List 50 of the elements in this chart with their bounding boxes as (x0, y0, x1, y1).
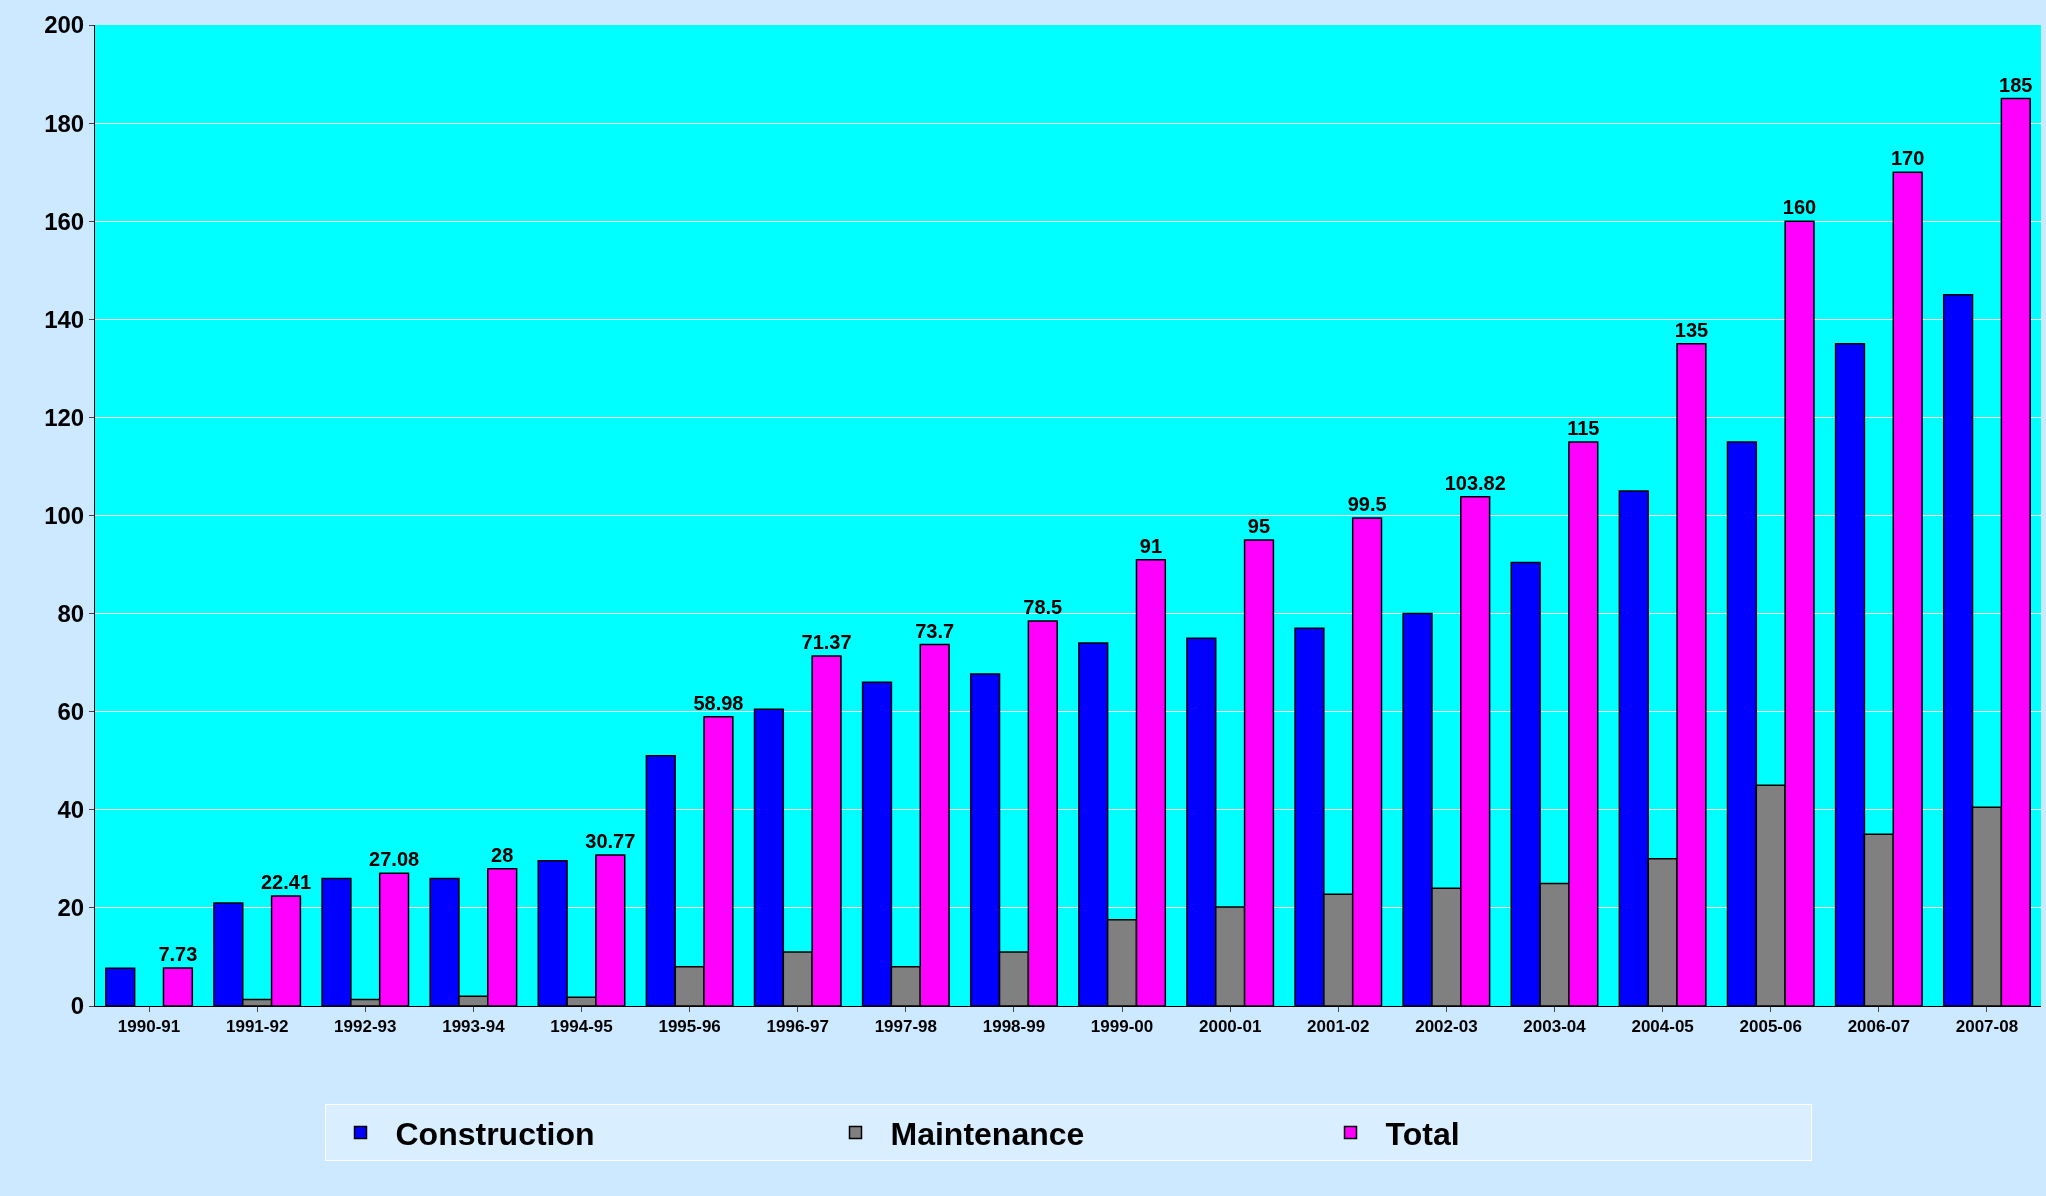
x-tick-label: 1993-94 (442, 1017, 506, 1037)
x-tick-label: 1994-95 (550, 1017, 613, 1037)
data-label: 170 (1890, 147, 1925, 170)
x-tick-label: 2004-05 (1631, 1017, 1694, 1037)
data-label: 7.73 (158, 943, 198, 966)
y-tick-label: 200 (44, 11, 85, 39)
data-label: 99.5 (1347, 492, 1387, 515)
y-tick-label: 40 (57, 796, 85, 824)
data-label: 28 (491, 843, 514, 866)
y-tick-label: 140 (44, 305, 85, 333)
x-tick-label: 2003-04 (1523, 1017, 1587, 1037)
x-tick-label: 2005-06 (1739, 1017, 1802, 1037)
data-label: 22.41 (260, 871, 312, 894)
x-tick-label: 1998-99 (982, 1017, 1046, 1037)
legend-label: Maintenance (890, 1115, 1085, 1152)
y-tick-label: 100 (44, 501, 85, 529)
x-tick-label: 2002-03 (1415, 1017, 1478, 1037)
y-tick-label: 160 (44, 207, 85, 235)
x-tick-label: 2000-01 (1198, 1017, 1262, 1037)
x-tick-label: 1997-98 (874, 1017, 938, 1037)
x-tick-label: 1990-91 (117, 1017, 181, 1037)
y-tick-label: 120 (44, 403, 85, 431)
data-label: 78.5 (1023, 595, 1063, 618)
y-tick-label: 180 (44, 109, 85, 137)
y-tick-label: 60 (57, 698, 85, 726)
data-label: 58.98 (693, 691, 744, 714)
x-tick-label: 2007-08 (1955, 1017, 2019, 1037)
data-label: 160 (1782, 196, 1817, 219)
legend-label: Total (1385, 1115, 1460, 1152)
legend-label: Construction (395, 1115, 595, 1152)
data-label: 95 (1247, 515, 1271, 538)
x-tick-label: 1991-92 (225, 1017, 289, 1037)
x-tick-label: 2006-07 (1847, 1017, 1911, 1037)
data-label: 103.82 (1444, 471, 1506, 494)
data-label: 71.37 (801, 630, 852, 653)
y-tick-label: 0 (70, 992, 85, 1020)
data-label: 73.7 (915, 619, 955, 642)
x-tick-label: 1996-97 (766, 1017, 829, 1037)
x-tick-label: 1992-93 (334, 1017, 397, 1037)
data-label: 30.77 (585, 830, 636, 853)
data-label: 27.08 (369, 848, 420, 871)
data-label: 135 (1674, 318, 1709, 341)
x-tick-label: 2001-02 (1307, 1017, 1370, 1037)
data-label: 185 (1999, 73, 2033, 96)
x-tick-label: 1995-96 (658, 1017, 721, 1037)
data-label: 115 (1567, 416, 1600, 439)
data-label: 91 (1139, 534, 1163, 557)
y-tick-label: 20 (57, 894, 85, 922)
y-tick-label: 80 (57, 600, 85, 627)
x-tick-label: 1999-00 (1090, 1017, 1154, 1037)
